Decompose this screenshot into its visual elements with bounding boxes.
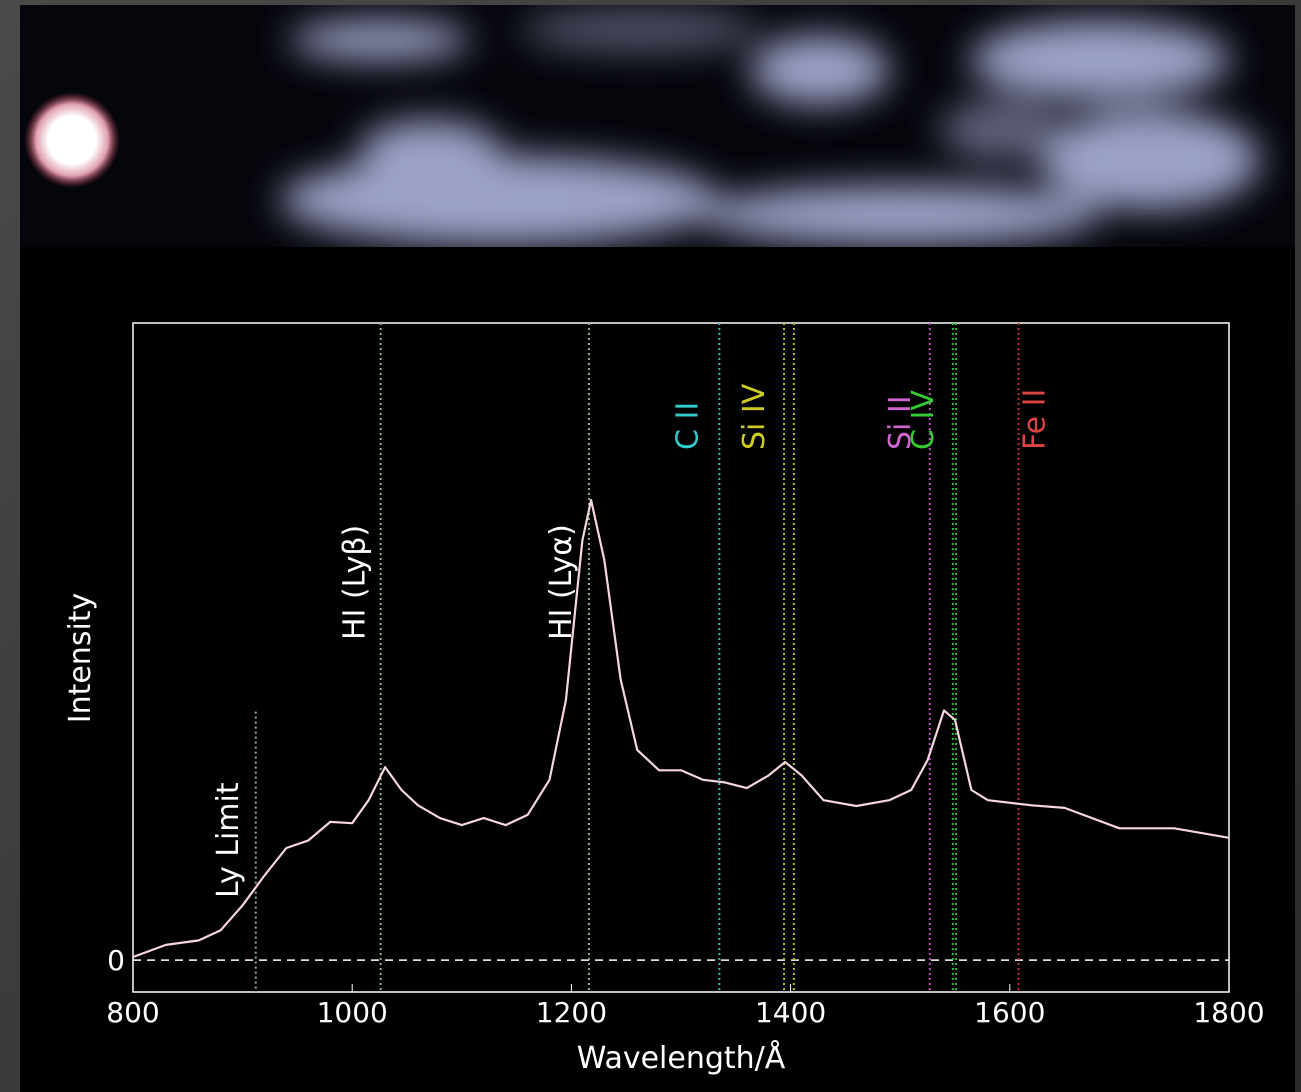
line-label: Fe II	[1018, 389, 1053, 450]
line-label: C II	[670, 402, 705, 450]
y-axis-label: Intensity	[63, 593, 98, 724]
chart: Wavelength/Å Intensity 800 1000 1200 1400 16…	[0, 0, 1301, 1092]
line-label: HI (Lyβ)	[338, 525, 373, 640]
line-label: Si IV	[737, 383, 772, 450]
x-tick-label: 800	[106, 996, 159, 1029]
sky-image	[20, 5, 1295, 247]
line-label: Ly Limit	[211, 782, 246, 898]
x-axis-label: Wavelength/Å	[577, 1040, 786, 1076]
x-tick-label: 1400	[755, 996, 826, 1029]
y-tick-label: 0	[107, 944, 125, 977]
line-label: C IV	[906, 390, 941, 450]
page: {"chart_data":{"type":"line","x_label":"…	[0, 0, 1301, 1092]
x-tick-label: 1000	[317, 996, 388, 1029]
x-tick-label: 1800	[1193, 996, 1264, 1029]
x-tick-label: 1600	[974, 996, 1045, 1029]
x-tick-label: 1200	[536, 996, 607, 1029]
